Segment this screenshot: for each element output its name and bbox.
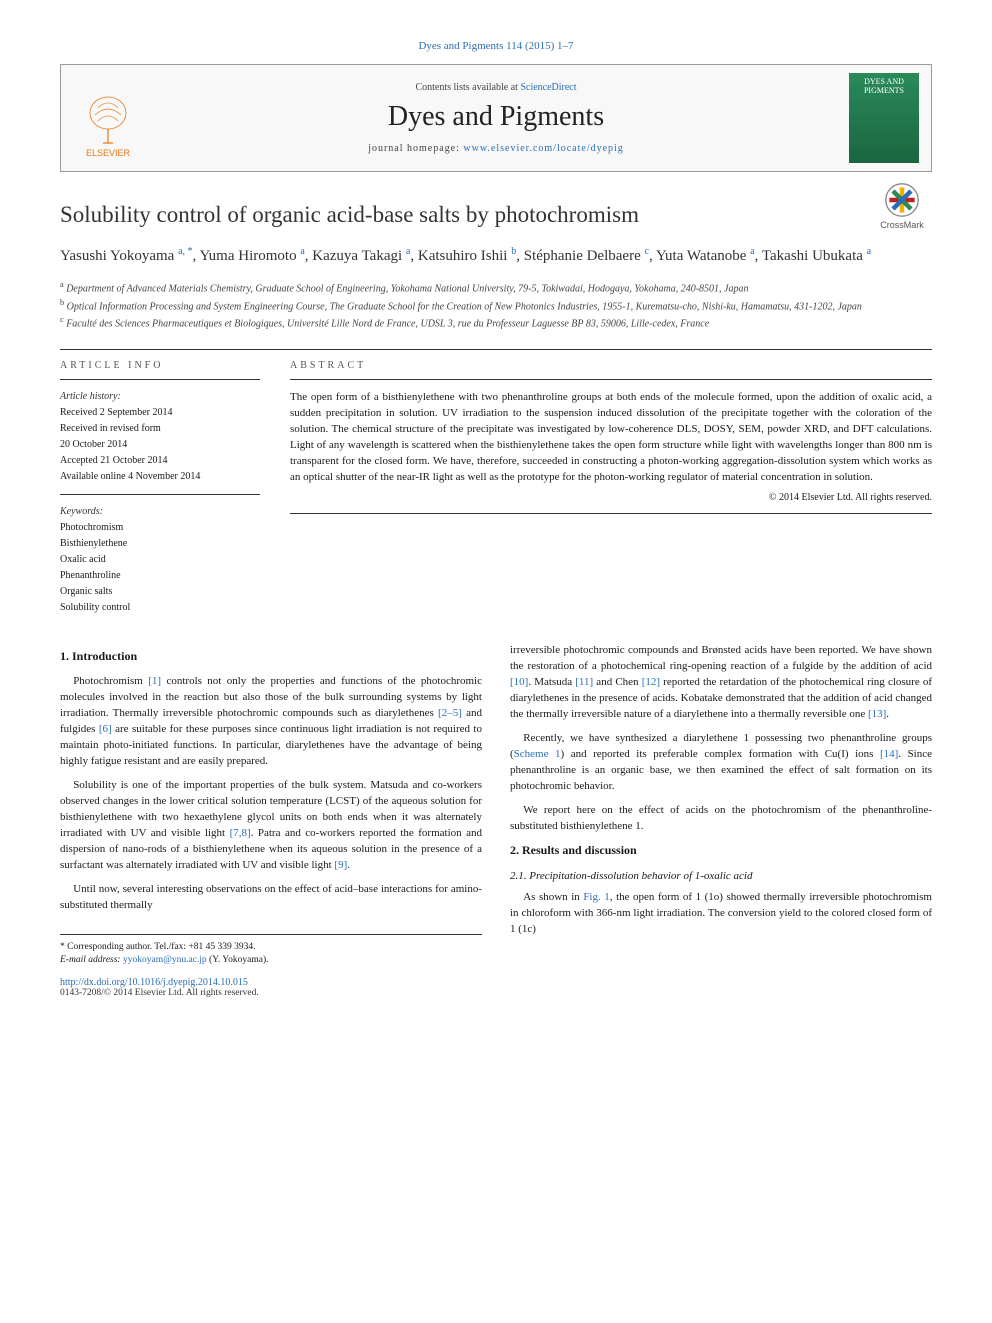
history-item: 20 October 2014: [60, 438, 260, 452]
author: Takashi Ubukata a: [762, 248, 871, 264]
section-heading-results: 2. Results and discussion: [510, 843, 932, 858]
ref-link[interactable]: [1]: [148, 675, 161, 687]
doi-link[interactable]: http://dx.doi.org/10.1016/j.dyepig.2014.…: [60, 977, 248, 988]
body-right-col: irreversible photochromic compounds and …: [510, 643, 932, 998]
keyword: Organic salts: [60, 585, 260, 599]
elsevier-tree-icon: [83, 93, 133, 148]
authors-list: Yasushi Yokoyama a, *, Yuma Hiromoto a, …: [60, 244, 932, 268]
crossmark-icon: [884, 182, 920, 218]
author: Kazuya Takagi a: [312, 248, 410, 264]
elsevier-logo: ELSEVIER: [73, 78, 143, 158]
homepage-line: journal homepage: www.elsevier.com/locat…: [143, 143, 849, 154]
keyword: Oxalic acid: [60, 553, 260, 567]
ref-link[interactable]: [14]: [880, 748, 898, 760]
citation-line: Dyes and Pigments 114 (2015) 1–7: [60, 40, 932, 52]
affiliations: a Department of Advanced Materials Chemi…: [60, 279, 932, 331]
body-paragraph: As shown in Fig. 1, the open form of 1 (…: [510, 890, 932, 938]
affiliation-b: Optical Information Processing and Syste…: [67, 301, 862, 312]
affiliation-c: Faculté des Sciences Pharmaceutiques et …: [66, 318, 709, 329]
history-item: Received in revised form: [60, 422, 260, 436]
ref-link[interactable]: [6]: [99, 723, 112, 735]
ref-link[interactable]: [12]: [642, 676, 660, 688]
ref-link[interactable]: [13]: [868, 708, 886, 720]
abstract-col: ABSTRACT The open form of a bisthienylet…: [290, 360, 932, 617]
keyword: Photochromism: [60, 521, 260, 535]
homepage-link[interactable]: www.elsevier.com/locate/dyepig: [463, 143, 623, 154]
info-abstract-row: ARTICLE INFO Article history: Received 2…: [60, 360, 932, 617]
journal-name: Dyes and Pigments: [143, 101, 849, 133]
affiliation-a: Department of Advanced Materials Chemist…: [66, 284, 748, 295]
divider: [60, 349, 932, 350]
article-title: Solubility control of organic acid-base …: [60, 200, 932, 230]
keyword: Solubility control: [60, 601, 260, 615]
ref-link[interactable]: [11]: [575, 676, 593, 688]
contents-prefix: Contents lists available at: [415, 82, 520, 93]
history-item: Received 2 September 2014: [60, 406, 260, 420]
corresponding-author: * Corresponding author. Tel./fax: +81 45…: [60, 941, 482, 954]
sciencedirect-link[interactable]: ScienceDirect: [520, 82, 576, 93]
abstract-copyright: © 2014 Elsevier Ltd. All rights reserved…: [290, 492, 932, 503]
contents-line: Contents lists available at ScienceDirec…: [143, 82, 849, 93]
doi-line: http://dx.doi.org/10.1016/j.dyepig.2014.…: [60, 977, 482, 988]
ref-link[interactable]: [10]: [510, 676, 528, 688]
journal-header: ELSEVIER Contents lists available at Sci…: [60, 64, 932, 172]
article-info-heading: ARTICLE INFO: [60, 360, 260, 371]
body-paragraph: Recently, we have synthesized a diarylet…: [510, 731, 932, 795]
fig-link[interactable]: Fig. 1: [583, 891, 609, 903]
body-paragraph: Photochromism [1] controls not only the …: [60, 674, 482, 770]
author: Yasushi Yokoyama a, *: [60, 248, 193, 264]
author: Yuta Watanobe a: [656, 248, 755, 264]
cover-text: DYES AND PIGMENTS: [853, 77, 915, 95]
author: Katsuhiro Ishii b: [418, 248, 516, 264]
elsevier-logo-text: ELSEVIER: [86, 148, 130, 158]
email-line: E-mail address: yyokoyam@ynu.ac.jp (Y. Y…: [60, 954, 482, 967]
author: Stéphanie Delbaere c: [524, 248, 649, 264]
abstract-text: The open form of a bisthienylethene with…: [290, 390, 932, 486]
email-link[interactable]: yyokoyam@ynu.ac.jp: [123, 955, 207, 965]
crossmark-badge[interactable]: CrossMark: [872, 182, 932, 230]
subsection-heading: 2.1. Precipitation-dissolution behavior …: [510, 870, 932, 882]
keyword: Phenanthroline: [60, 569, 260, 583]
footnotes: * Corresponding author. Tel./fax: +81 45…: [60, 934, 482, 968]
body-paragraph: Until now, several interesting observati…: [60, 882, 482, 914]
body-paragraph: We report here on the effect of acids on…: [510, 803, 932, 835]
keyword: Bisthienylethene: [60, 537, 260, 551]
crossmark-label: CrossMark: [872, 220, 932, 230]
body-left-col: 1. Introduction Photochromism [1] contro…: [60, 643, 482, 998]
ref-link[interactable]: [2–5]: [438, 707, 462, 719]
section-heading-intro: 1. Introduction: [60, 649, 482, 664]
keywords-label: Keywords:: [60, 505, 260, 519]
history-label: Article history:: [60, 390, 260, 404]
body-columns: 1. Introduction Photochromism [1] contro…: [60, 643, 932, 998]
body-paragraph: Solubility is one of the important prope…: [60, 778, 482, 874]
article-info-col: ARTICLE INFO Article history: Received 2…: [60, 360, 260, 617]
journal-cover-thumb: DYES AND PIGMENTS: [849, 73, 919, 163]
author: Yuma Hiromoto a: [200, 248, 305, 264]
body-paragraph: irreversible photochromic compounds and …: [510, 643, 932, 723]
abstract-heading: ABSTRACT: [290, 360, 932, 371]
issn-copyright: 0143-7208/© 2014 Elsevier Ltd. All right…: [60, 988, 482, 998]
ref-link[interactable]: [7,8]: [230, 827, 251, 839]
scheme-link[interactable]: Scheme 1: [514, 748, 561, 760]
ref-link[interactable]: [9]: [334, 859, 347, 871]
history-item: Available online 4 November 2014: [60, 470, 260, 484]
page-root: Dyes and Pigments 114 (2015) 1–7 ELSEVIE…: [0, 0, 992, 1038]
history-item: Accepted 21 October 2014: [60, 454, 260, 468]
homepage-prefix: journal homepage:: [368, 143, 463, 154]
header-center: Contents lists available at ScienceDirec…: [143, 82, 849, 154]
